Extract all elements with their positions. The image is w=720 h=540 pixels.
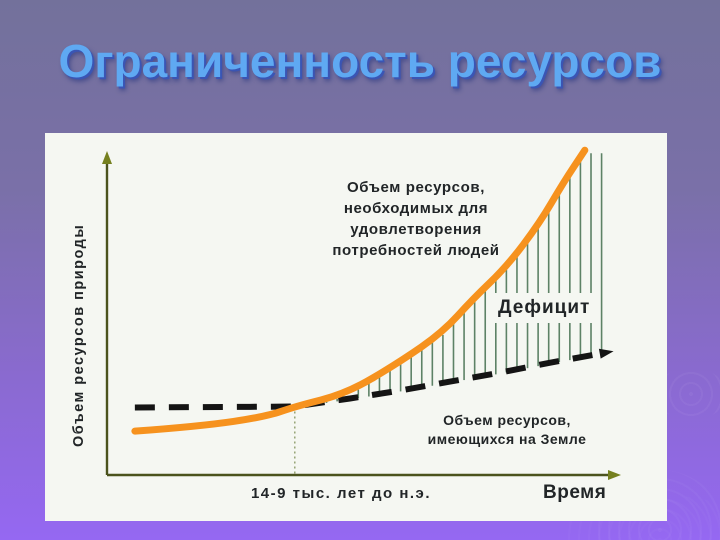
y-axis-label: Объем ресурсов природы <box>71 223 87 448</box>
deficit-region-label: Дефицит <box>488 293 601 323</box>
needs-curve-annotation: Объем ресурсов, необходимых для удовлетв… <box>332 179 500 259</box>
available-line-annotation: Объем ресурсов, имеющихся на Земле <box>427 412 587 447</box>
x-axis-tick-label: 14-9 тыс. лет до н.э. <box>250 485 432 502</box>
chart-panel: Объем ресурсов природы Объем ресурсов, н… <box>45 133 667 521</box>
slide-title: Ограниченность ресурсов <box>58 35 662 87</box>
x-axis-label: Время <box>543 482 607 503</box>
